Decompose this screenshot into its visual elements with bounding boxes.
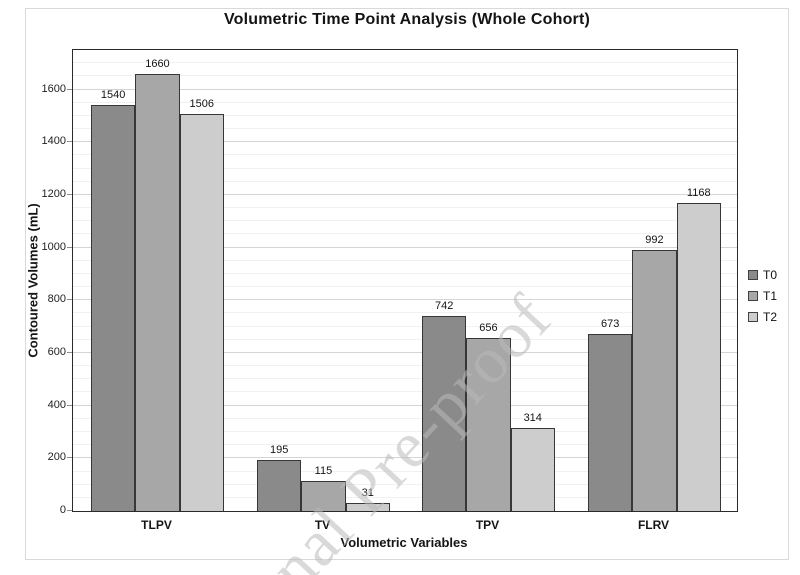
major-gridline [73,246,737,248]
y-tick-label: 200 [47,451,66,464]
x-category-label-flrv: FLRV [637,518,670,532]
bar-tv-t0 [257,459,302,511]
minor-gridline [73,325,737,327]
y-tick-mark [67,141,72,143]
minor-gridline [73,167,737,169]
legend-item-t0: T0 [748,269,777,281]
x-category-label-tv: TV [314,518,331,532]
minor-gridline [73,417,737,419]
bar-group-flrv: 673 992 1168 [588,50,721,511]
y-tick-mark [67,351,72,353]
y-tick-mark [67,299,72,301]
minor-gridline [73,233,737,235]
major-gridline [73,457,737,459]
legend-label: T2 [763,310,778,324]
major-gridline [73,404,737,406]
bar-tv-t2 [345,502,390,511]
minor-gridline [73,114,737,116]
y-tick-label: 1400 [41,135,66,148]
y-tick-mark [67,510,72,511]
x-category-label-tlpv: TLPV [141,518,172,532]
bar-value-label: 115 [314,464,333,477]
legend-item-t2: T2 [748,311,777,323]
minor-gridline [73,272,737,274]
bar-tlpv-t2 [179,114,224,511]
legend: T0 T1 T2 [748,269,777,332]
minor-gridline [73,128,737,130]
bar-flrv-t1 [632,249,677,511]
major-gridline [73,193,737,195]
minor-gridline [73,496,737,498]
major-gridline [73,88,737,90]
minor-gridline [73,378,737,380]
bar-tlpv-t0 [91,105,136,511]
minor-gridline [73,101,737,103]
minor-gridline [73,62,737,64]
minor-gridline [73,312,737,314]
minor-gridline [73,430,737,432]
minor-gridline [73,286,737,288]
minor-gridline [73,207,737,209]
bar-group-tlpv: 1540 1660 1506 [91,50,224,511]
bar-group-tv: 195 115 31 [257,50,390,511]
minor-gridline [73,259,737,261]
bar-value-label: 1660 [145,57,170,70]
minor-gridline [73,180,737,182]
bar-value-label: 742 [434,299,454,312]
plot-area: 1540 1660 1506 195 115 31 742 656 314 673 992 1168 [72,49,738,512]
minor-gridline [73,154,737,156]
minor-gridline [73,75,737,77]
y-tick-label: 1200 [41,187,66,200]
legend-item-t1: T1 [748,290,777,302]
legend-swatch-icon [748,270,758,280]
bar-flrv-t0 [588,333,633,511]
bar-tpv-t0 [422,315,467,511]
minor-gridline [73,220,737,222]
y-tick-mark [67,404,72,406]
bar-value-label: 31 [361,486,374,499]
bar-group-tpv: 742 656 314 [422,50,555,511]
bar-value-label: 656 [479,322,498,335]
bar-tv-t1 [301,480,346,511]
y-tick-label: 1000 [41,240,66,253]
y-tick-label: 400 [47,398,66,411]
bar-tpv-t2 [510,428,555,511]
y-tick-label: 800 [47,293,66,306]
minor-gridline [73,338,737,340]
bar-tpv-t1 [466,338,511,511]
y-tick-mark [67,457,72,459]
minor-gridline [73,444,737,446]
legend-label: T0 [763,268,778,282]
major-gridline [73,141,737,143]
minor-gridline [73,470,737,472]
bar-value-label: 1506 [189,98,214,111]
bar-flrv-t2 [676,203,721,511]
y-tick-mark [67,246,72,248]
y-tick-mark [67,193,72,195]
chart-title: Volumetric Time Point Analysis (Whole Co… [223,11,591,28]
y-tick-label: 0 [59,504,66,516]
legend-swatch-icon [748,312,758,322]
x-axis-title: Volumetric Variables [340,535,468,550]
major-gridline [73,299,737,301]
legend-label: T1 [763,289,778,303]
minor-gridline [73,365,737,367]
legend-swatch-icon [748,291,758,301]
bar-value-label: 1168 [686,187,711,200]
bar-value-label: 992 [645,233,664,246]
y-tick-label: 1600 [41,82,66,95]
bar-value-label: 314 [523,412,542,425]
minor-gridline [73,391,737,393]
y-tick-mark [67,88,72,90]
minor-gridline [73,483,737,485]
bar-tlpv-t1 [135,73,180,511]
x-category-label-tpv: TPV [475,518,500,532]
bar-value-label: 195 [269,443,289,456]
bar-value-label: 673 [600,317,620,330]
bar-value-label: 1540 [100,89,126,102]
y-tick-label: 600 [47,345,66,358]
major-gridline [73,351,737,353]
